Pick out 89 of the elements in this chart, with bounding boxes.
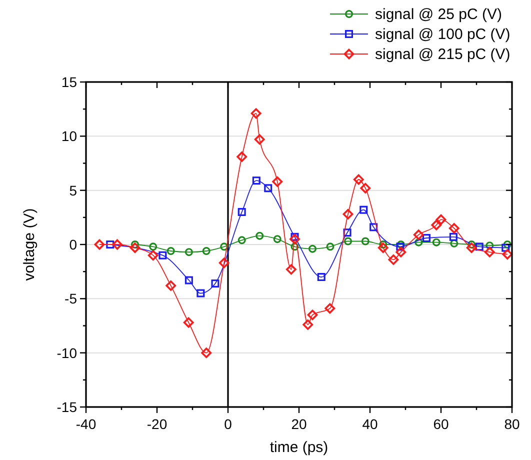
point: [431, 220, 442, 230]
point: [130, 240, 139, 248]
x-tick-label: 20: [291, 416, 307, 432]
point: [236, 152, 248, 162]
point: [184, 248, 193, 256]
point: [94, 239, 105, 250]
point: [256, 232, 264, 240]
point: [317, 273, 326, 281]
legend-label: signal @ 215 pC (V): [375, 46, 510, 63]
point: [238, 208, 246, 216]
point: [360, 206, 368, 214]
point: [450, 239, 458, 248]
point: [254, 134, 265, 145]
point: [475, 242, 484, 251]
point: [502, 249, 513, 260]
point: [290, 242, 299, 251]
y-tick-label: 0: [69, 236, 78, 252]
point: [388, 254, 399, 265]
point: [308, 244, 316, 253]
y-tick-label: -15: [56, 399, 78, 415]
point: [378, 242, 388, 253]
point: [166, 280, 176, 291]
y-tick-label: 5: [69, 182, 78, 198]
point: [238, 236, 246, 244]
x-tick-label: -20: [146, 416, 168, 432]
point: [502, 244, 510, 252]
point: [342, 208, 354, 220]
point: [422, 234, 430, 242]
point: [396, 242, 404, 251]
point: [286, 264, 296, 275]
point: [220, 242, 228, 251]
legend-label: signal @ 25 pC (V): [375, 6, 502, 23]
y-tick-label: 10: [61, 128, 78, 144]
point: [436, 214, 446, 225]
point: [324, 303, 336, 314]
point: [290, 232, 299, 241]
x-tick-label: -40: [76, 416, 96, 432]
x-tick-label: 80: [504, 416, 520, 432]
x-tick-label: 0: [224, 416, 232, 432]
point: [149, 242, 158, 251]
x-axis-title: time (ps): [270, 439, 328, 456]
point: [148, 250, 158, 261]
point: [344, 237, 352, 246]
point: [250, 108, 262, 119]
y-tick-label: -10: [56, 344, 78, 361]
x-tick-label: 60: [433, 416, 449, 432]
point: [353, 174, 364, 185]
point: [307, 310, 318, 320]
point: [449, 232, 458, 241]
point: [184, 276, 193, 284]
point: [130, 242, 140, 253]
point: [432, 238, 440, 246]
point: [486, 242, 494, 250]
point: [484, 246, 495, 258]
point: [202, 247, 210, 255]
point: [326, 242, 334, 251]
point: [413, 230, 424, 240]
point: [272, 176, 283, 187]
x-tick-label: 40: [362, 416, 378, 432]
point: [370, 223, 378, 232]
point: [112, 239, 122, 250]
y-tick-label: 15: [61, 74, 78, 90]
point: [290, 234, 300, 244]
legend-label: signal @ 100 pC (V): [375, 26, 510, 43]
point: [468, 240, 476, 248]
point: [218, 258, 230, 268]
point: [396, 246, 406, 258]
y-axis-title: voltage (V): [21, 208, 38, 281]
point: [264, 184, 272, 192]
point: [183, 317, 194, 328]
point: [273, 235, 282, 244]
point: [252, 176, 260, 185]
point: [379, 240, 388, 248]
point: [158, 251, 167, 260]
point: [106, 240, 114, 248]
point: [201, 348, 212, 358]
point: [302, 319, 314, 330]
point: [414, 238, 423, 246]
point: [396, 240, 405, 248]
point: [166, 247, 175, 255]
point: [503, 240, 512, 248]
point: [361, 237, 370, 246]
point: [466, 242, 477, 253]
point: [448, 223, 460, 234]
point: [211, 280, 220, 288]
point: [360, 182, 371, 194]
y-tick-label: -5: [64, 290, 78, 307]
point: [196, 289, 205, 298]
point: [343, 228, 352, 237]
